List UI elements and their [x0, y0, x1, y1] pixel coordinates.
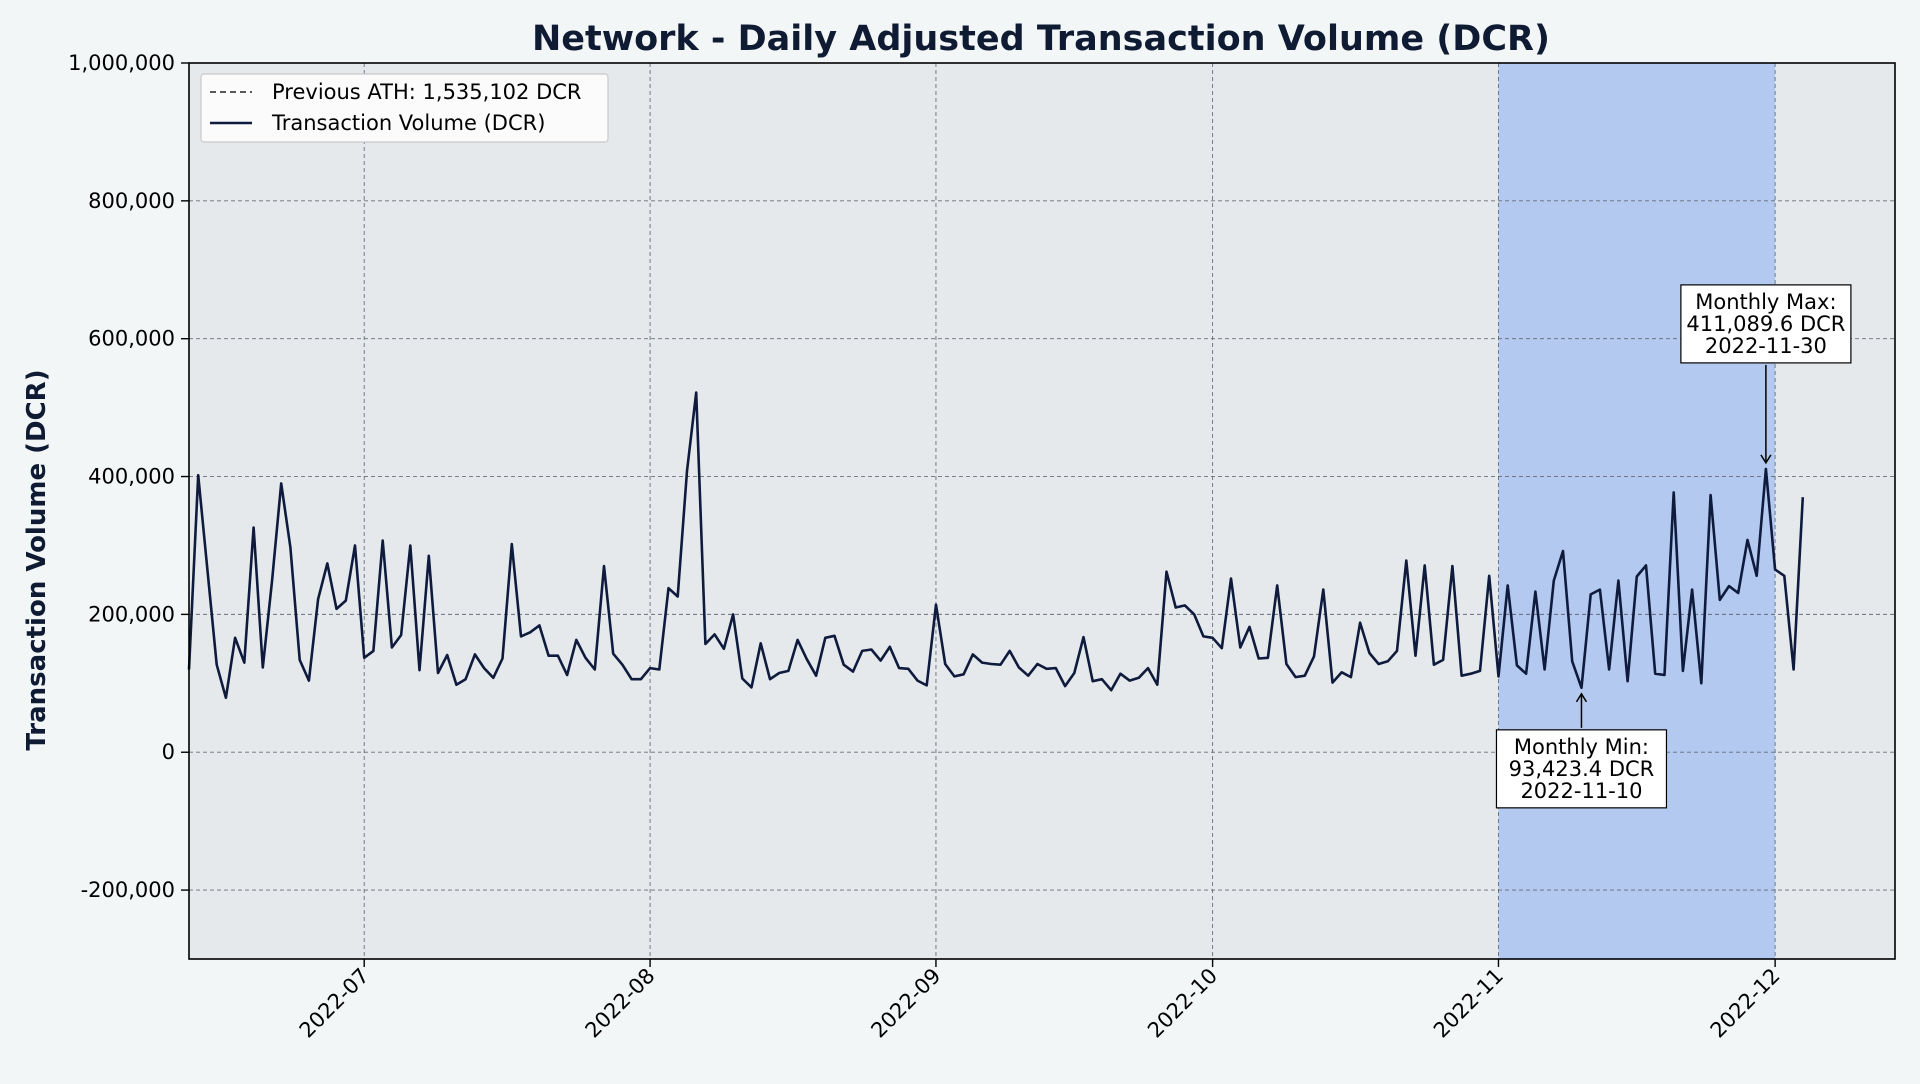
annotation-text: 2022-11-30 [1705, 334, 1827, 358]
x-tick-label: 2022-08 [581, 964, 660, 1043]
y-tick-label: 800,000 [88, 189, 175, 213]
annotation-box [1495, 729, 1668, 809]
series-line [187, 391, 1805, 700]
legend-ath-label: Previous ATH: 1,535,102 DCR [272, 80, 582, 104]
highlight-span [1498, 63, 1776, 959]
annotation-box [1680, 284, 1852, 364]
annotations: Monthly Max:411,089.6 DCR2022-11-30Month… [1495, 284, 1852, 809]
y-tick-label: 600,000 [88, 327, 175, 351]
plot-frame [188, 62, 1896, 960]
x-tick-label: 2022-11 [1429, 964, 1508, 1043]
y-tick-label: -200,000 [81, 878, 175, 902]
annotation-text: Monthly Max: [1695, 290, 1836, 314]
annotation-text: 2022-11-10 [1520, 779, 1642, 803]
x-ticks: 2022-07 2022-08 2022-09 2022-10 2022-11 2022-… [295, 959, 1785, 1043]
chart-title: Network - Daily Adjusted Transaction Vol… [532, 19, 1550, 59]
x-tick-label: 2022-12 [1706, 964, 1785, 1043]
annotation-text: 411,089.6 DCR [1686, 312, 1845, 336]
y-ticks: -200,000 0 200,000 400,000 600,000 800,000 1,0… [68, 51, 189, 902]
y-tick-label: 200,000 [88, 602, 175, 626]
x-tick-label: 2022-10 [1143, 964, 1222, 1043]
highlight-layer [1498, 63, 1776, 959]
y-tick-label: 0 [162, 740, 175, 764]
x-tick-label: 2022-07 [295, 964, 374, 1043]
annotation-arrowhead [1760, 454, 1772, 465]
legend-series-label: Transaction Volume (DCR) [271, 111, 545, 135]
y-axis-label: Transaction Volume (DCR) [22, 369, 52, 750]
series-layer [187, 391, 1805, 700]
legend: Previous ATH: 1,535,102 DCR Transaction … [200, 73, 609, 143]
y-tick-label: 400,000 [88, 465, 175, 489]
annotation-text: Monthly Min: [1514, 735, 1649, 759]
x-tick-label: 2022-09 [866, 964, 945, 1043]
y-tick-label: 1,000,000 [68, 51, 175, 75]
legend-box [200, 73, 609, 143]
annotation-arrowhead [1575, 692, 1588, 703]
annotation-text: 93,423.4 DCR [1509, 757, 1655, 781]
